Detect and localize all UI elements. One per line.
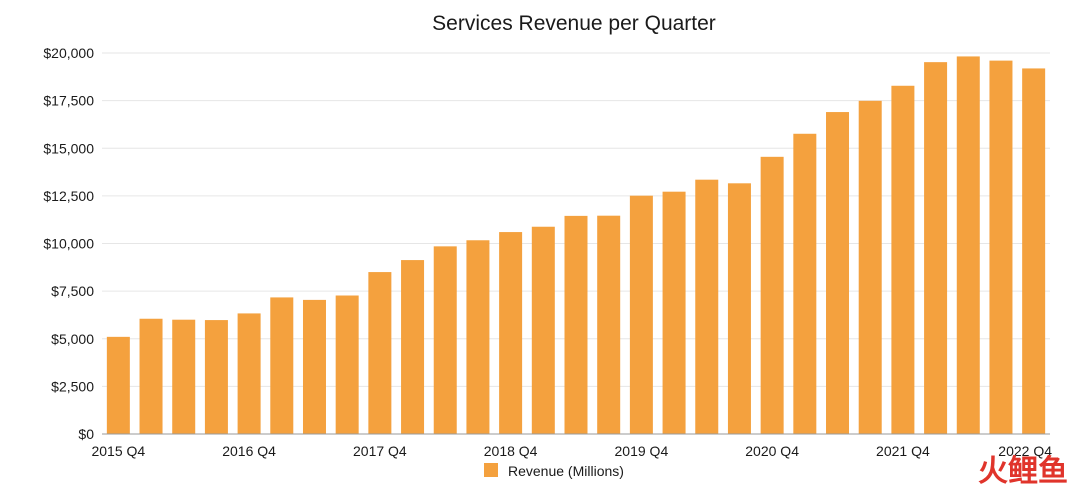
bar [662, 191, 686, 434]
y-tick-label: $12,500 [43, 188, 94, 204]
y-tick-label: $7,500 [51, 283, 94, 299]
bar [956, 56, 980, 434]
bar [368, 272, 392, 434]
y-axis-tick-labels: $0 $2,500 $5,000 $7,500 $10,000 $12,500 $15,00… [43, 45, 94, 442]
x-tick-label: 2015 Q4 [91, 443, 145, 459]
x-tick-label: 2016 Q4 [222, 443, 276, 459]
bar [237, 313, 261, 434]
x-tick-label: 2018 Q4 [484, 443, 538, 459]
bar [204, 320, 228, 434]
x-tick-label: 2021 Q4 [876, 443, 930, 459]
x-tick-label: 2019 Q4 [615, 443, 669, 459]
bar [597, 215, 621, 434]
y-tick-label: $17,500 [43, 93, 94, 109]
y-tick-label: $5,000 [51, 331, 94, 347]
bar [826, 112, 850, 435]
bar [727, 183, 751, 434]
x-axis-tick-labels: 2015 Q4 2016 Q4 2017 Q4 2018 Q4 2019 Q4 2020 … [91, 443, 1052, 459]
chart-title: Services Revenue per Quarter [432, 12, 716, 35]
bar [466, 240, 490, 434]
bar [629, 195, 653, 434]
bar [793, 133, 817, 434]
bar [891, 85, 915, 435]
x-tick-label: 2020 Q4 [745, 443, 799, 459]
bar [106, 336, 130, 434]
x-tick-label: 2017 Q4 [353, 443, 407, 459]
legend-label: Revenue (Millions) [508, 463, 624, 479]
y-tick-label: $0 [78, 426, 94, 442]
bar [270, 297, 294, 434]
bar [433, 246, 457, 434]
y-tick-label: $15,000 [43, 140, 94, 156]
bar [858, 100, 882, 435]
bar [760, 156, 784, 434]
y-tick-label: $20,000 [43, 45, 94, 61]
bar [139, 318, 163, 434]
bar [564, 215, 588, 434]
bar [499, 232, 523, 434]
bar [302, 299, 326, 434]
bar-series [106, 56, 1046, 435]
bar [172, 319, 196, 434]
x-tick-label: 2022 Q4 [998, 443, 1052, 459]
watermark-logo: 火鲤鱼 [978, 454, 1068, 489]
watermark-text: 火鲤鱼 [978, 454, 1068, 489]
bar [989, 60, 1013, 435]
legend-swatch [484, 463, 498, 477]
bar [695, 179, 719, 434]
bar [531, 226, 555, 434]
bar [335, 295, 359, 434]
bar [1022, 68, 1046, 435]
bar [924, 62, 948, 434]
y-tick-label: $10,000 [43, 236, 94, 252]
legend: Revenue (Millions) [484, 463, 624, 479]
y-tick-label: $2,500 [51, 378, 94, 394]
bar [401, 260, 425, 434]
